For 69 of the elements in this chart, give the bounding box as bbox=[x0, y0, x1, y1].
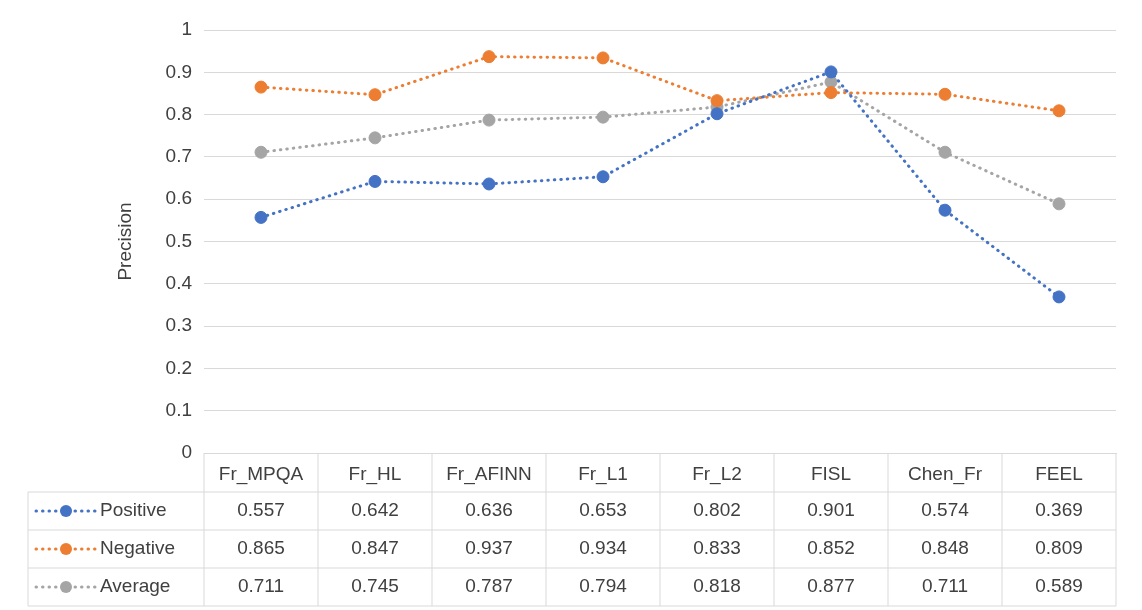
point bbox=[482, 177, 496, 191]
point bbox=[938, 87, 952, 101]
data-label: 0.934 bbox=[579, 537, 628, 559]
data-label: 0.802 bbox=[693, 499, 741, 521]
data-label: 0.794 bbox=[579, 575, 628, 597]
x-tick-label: Fr_HL bbox=[348, 462, 402, 485]
data-label: 0.787 bbox=[465, 575, 513, 597]
legend-label: Positive bbox=[100, 499, 167, 521]
y-tick-label: 0.2 bbox=[165, 356, 192, 378]
data-label: 0.847 bbox=[351, 537, 399, 559]
point bbox=[254, 145, 268, 159]
y-tick-label: 0.9 bbox=[165, 60, 192, 82]
data-label: 0.809 bbox=[1035, 537, 1083, 559]
point bbox=[482, 113, 496, 127]
point bbox=[824, 65, 838, 79]
point bbox=[710, 107, 724, 121]
data-label: 0.852 bbox=[807, 537, 855, 559]
data-label: 0.636 bbox=[465, 499, 513, 521]
point bbox=[596, 110, 610, 124]
data-label: 0.369 bbox=[1035, 499, 1083, 521]
point bbox=[1052, 290, 1066, 304]
y-tick-label: 0.3 bbox=[165, 314, 192, 336]
data-label: 0.818 bbox=[693, 575, 741, 597]
data-label: 0.653 bbox=[579, 499, 627, 521]
data-label: 0.865 bbox=[237, 537, 285, 559]
y-tick-label: 0.4 bbox=[165, 272, 193, 294]
point bbox=[368, 88, 382, 102]
data-label: 0.833 bbox=[693, 537, 741, 559]
point bbox=[1052, 197, 1066, 211]
data-label: 0.848 bbox=[921, 537, 969, 559]
data-label: 0.574 bbox=[921, 499, 970, 521]
y-axis-title: Precision bbox=[113, 202, 135, 281]
x-tick-label: Chen_Fr bbox=[908, 462, 983, 485]
x-tick-label: Fr_MPQA bbox=[218, 462, 304, 485]
point bbox=[254, 210, 268, 224]
x-tick-label: FEEL bbox=[1035, 462, 1083, 484]
legend-label: Average bbox=[100, 575, 171, 597]
y-tick-label: 1 bbox=[181, 18, 192, 40]
point bbox=[710, 94, 724, 108]
point bbox=[596, 51, 610, 65]
point bbox=[596, 170, 610, 184]
y-tick-label: 0.8 bbox=[165, 102, 192, 124]
point bbox=[824, 86, 838, 100]
data-label: 0.937 bbox=[465, 537, 513, 559]
x-tick-label: Fr_L2 bbox=[692, 462, 742, 485]
y-tick-label: 0.7 bbox=[165, 145, 192, 167]
x-tick-label: FISL bbox=[810, 462, 852, 484]
y-tick-label: 0.5 bbox=[165, 229, 192, 251]
x-tick-label: Fr_L1 bbox=[578, 462, 628, 485]
point bbox=[368, 174, 382, 188]
data-label: 0.745 bbox=[351, 575, 399, 597]
data-label: 0.711 bbox=[237, 575, 285, 597]
y-tick-label: 0.6 bbox=[165, 187, 192, 209]
point bbox=[368, 131, 382, 145]
y-tick-label: 0.1 bbox=[165, 398, 192, 420]
y-tick-label: 0 bbox=[181, 441, 192, 463]
point bbox=[254, 80, 268, 94]
legend-label: Negative bbox=[100, 537, 175, 559]
data-label: 0.901 bbox=[807, 499, 855, 521]
point bbox=[1052, 104, 1066, 118]
point bbox=[482, 50, 496, 64]
point bbox=[938, 203, 952, 217]
data-label: 0.877 bbox=[807, 575, 855, 597]
data-label: 0.642 bbox=[351, 499, 399, 521]
x-tick-label: Fr_AFINN bbox=[446, 462, 532, 485]
data-label: 0.711 bbox=[921, 575, 969, 597]
point bbox=[938, 145, 952, 159]
data-label: 0.557 bbox=[237, 499, 285, 521]
data-label: 0.589 bbox=[1035, 575, 1083, 597]
